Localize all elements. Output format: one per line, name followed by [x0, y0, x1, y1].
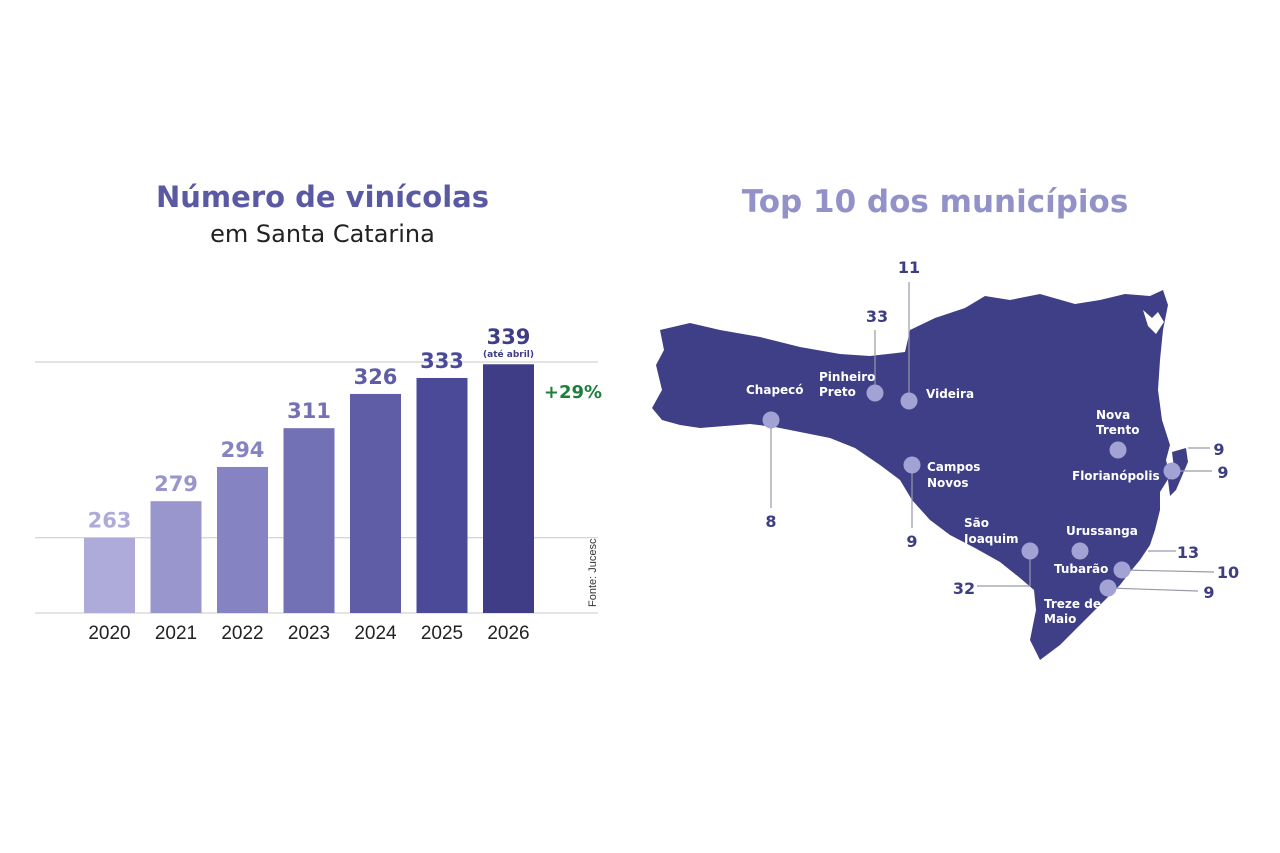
- city-label-nova-trento: Trento: [1096, 423, 1139, 437]
- value-label-2025: 333: [420, 349, 464, 373]
- x-tick-2021: 2021: [155, 623, 197, 644]
- source-label: Fonte: Jucesc: [587, 538, 599, 607]
- growth-label: +29%: [544, 382, 602, 403]
- value-label-florianopolis: 9: [1217, 463, 1228, 482]
- city-label-urussanga: Urussanga: [1066, 524, 1138, 538]
- value-label-chapeco: 8: [765, 512, 776, 531]
- marker-chapeco: [762, 411, 780, 429]
- bar-2022: [217, 466, 268, 613]
- city-label-florianopolis: Florianópolis: [1072, 469, 1160, 483]
- value-label-urussanga: 13: [1177, 543, 1199, 562]
- marker-tubarao: [1113, 561, 1131, 579]
- x-tick-2023: 2023: [288, 623, 330, 644]
- marker-urussanga: [1071, 542, 1089, 560]
- bar-chart: 263 2020 279 2021 294 2022 311 2023 326 2024 333 20…: [35, 325, 602, 644]
- map-title: Top 10 dos municípios: [741, 184, 1129, 220]
- x-tick-2022: 2022: [221, 623, 263, 644]
- city-label-sao-joaquim: São: [964, 516, 989, 530]
- marker-pinheiro-preto: [866, 384, 884, 402]
- value-label-2021: 279: [154, 472, 198, 496]
- value-label-nova-trento: 9: [1213, 440, 1224, 459]
- marker-sao-joaquim: [1021, 542, 1039, 560]
- x-tick-2020: 2020: [88, 623, 130, 644]
- bay-shape: [1143, 310, 1164, 334]
- bar-chart-subtitle: em Santa Catarina: [210, 220, 435, 248]
- leader-line-tubarao: [1121, 569, 1215, 573]
- value-label-tubarao: 10: [1217, 563, 1239, 582]
- value-label-2023: 311: [287, 399, 331, 423]
- leader-line-treze-de-maio: [1107, 587, 1199, 592]
- bar-2026: [483, 364, 534, 613]
- city-label-videira: Videira: [926, 387, 974, 401]
- marker-videira: [900, 392, 918, 410]
- bar-2020: [84, 537, 135, 613]
- x-tick-2024: 2024: [354, 623, 397, 644]
- city-label-pinheiro-preto: Pinheiro: [819, 370, 875, 384]
- bar-2023: [283, 428, 335, 613]
- city-label-tubarao: Tubarão: [1054, 562, 1108, 576]
- value-label-2026: 339: [487, 325, 531, 349]
- bar-chart-title: Número de vinícolas: [156, 180, 489, 214]
- x-tick-2025: 2025: [421, 623, 463, 644]
- city-label-campos-novos: Novos: [927, 476, 969, 490]
- bar-2025: [416, 377, 468, 613]
- x-tick-2026: 2026: [487, 623, 529, 644]
- value-label-campos-novos: 9: [906, 532, 917, 551]
- city-label-nova-trento: Nova: [1096, 408, 1130, 422]
- city-label-sao-joaquim: Joaquim: [963, 532, 1019, 546]
- marker-florianopolis: [1163, 462, 1181, 480]
- value-label-treze-de-maio: 9: [1203, 583, 1214, 602]
- value-label-videira: 11: [898, 258, 920, 277]
- marker-treze-de-maio: [1099, 579, 1117, 597]
- city-label-chapeco: Chapecó: [746, 383, 804, 397]
- city-label-treze-de-maio: Treze de: [1044, 597, 1101, 611]
- note-2026: (até abril): [483, 349, 534, 360]
- city-label-pinheiro-preto: Preto: [819, 385, 856, 399]
- value-label-2022: 294: [221, 438, 265, 462]
- value-label-2024: 326: [354, 365, 398, 389]
- value-label-sao-joaquim: 32: [953, 579, 975, 598]
- city-label-treze-de-maio: Maio: [1044, 612, 1076, 626]
- santa-catarina-map-shape: [652, 290, 1170, 660]
- marker-nova-trento: [1109, 441, 1127, 459]
- marker-campos-novos: [903, 456, 921, 474]
- bar-2024: [350, 393, 401, 613]
- value-label-2020: 263: [88, 509, 132, 533]
- bar-2021: [150, 501, 202, 613]
- value-label-pinheiro-preto: 33: [866, 307, 888, 326]
- city-label-campos-novos: Campos: [927, 460, 980, 474]
